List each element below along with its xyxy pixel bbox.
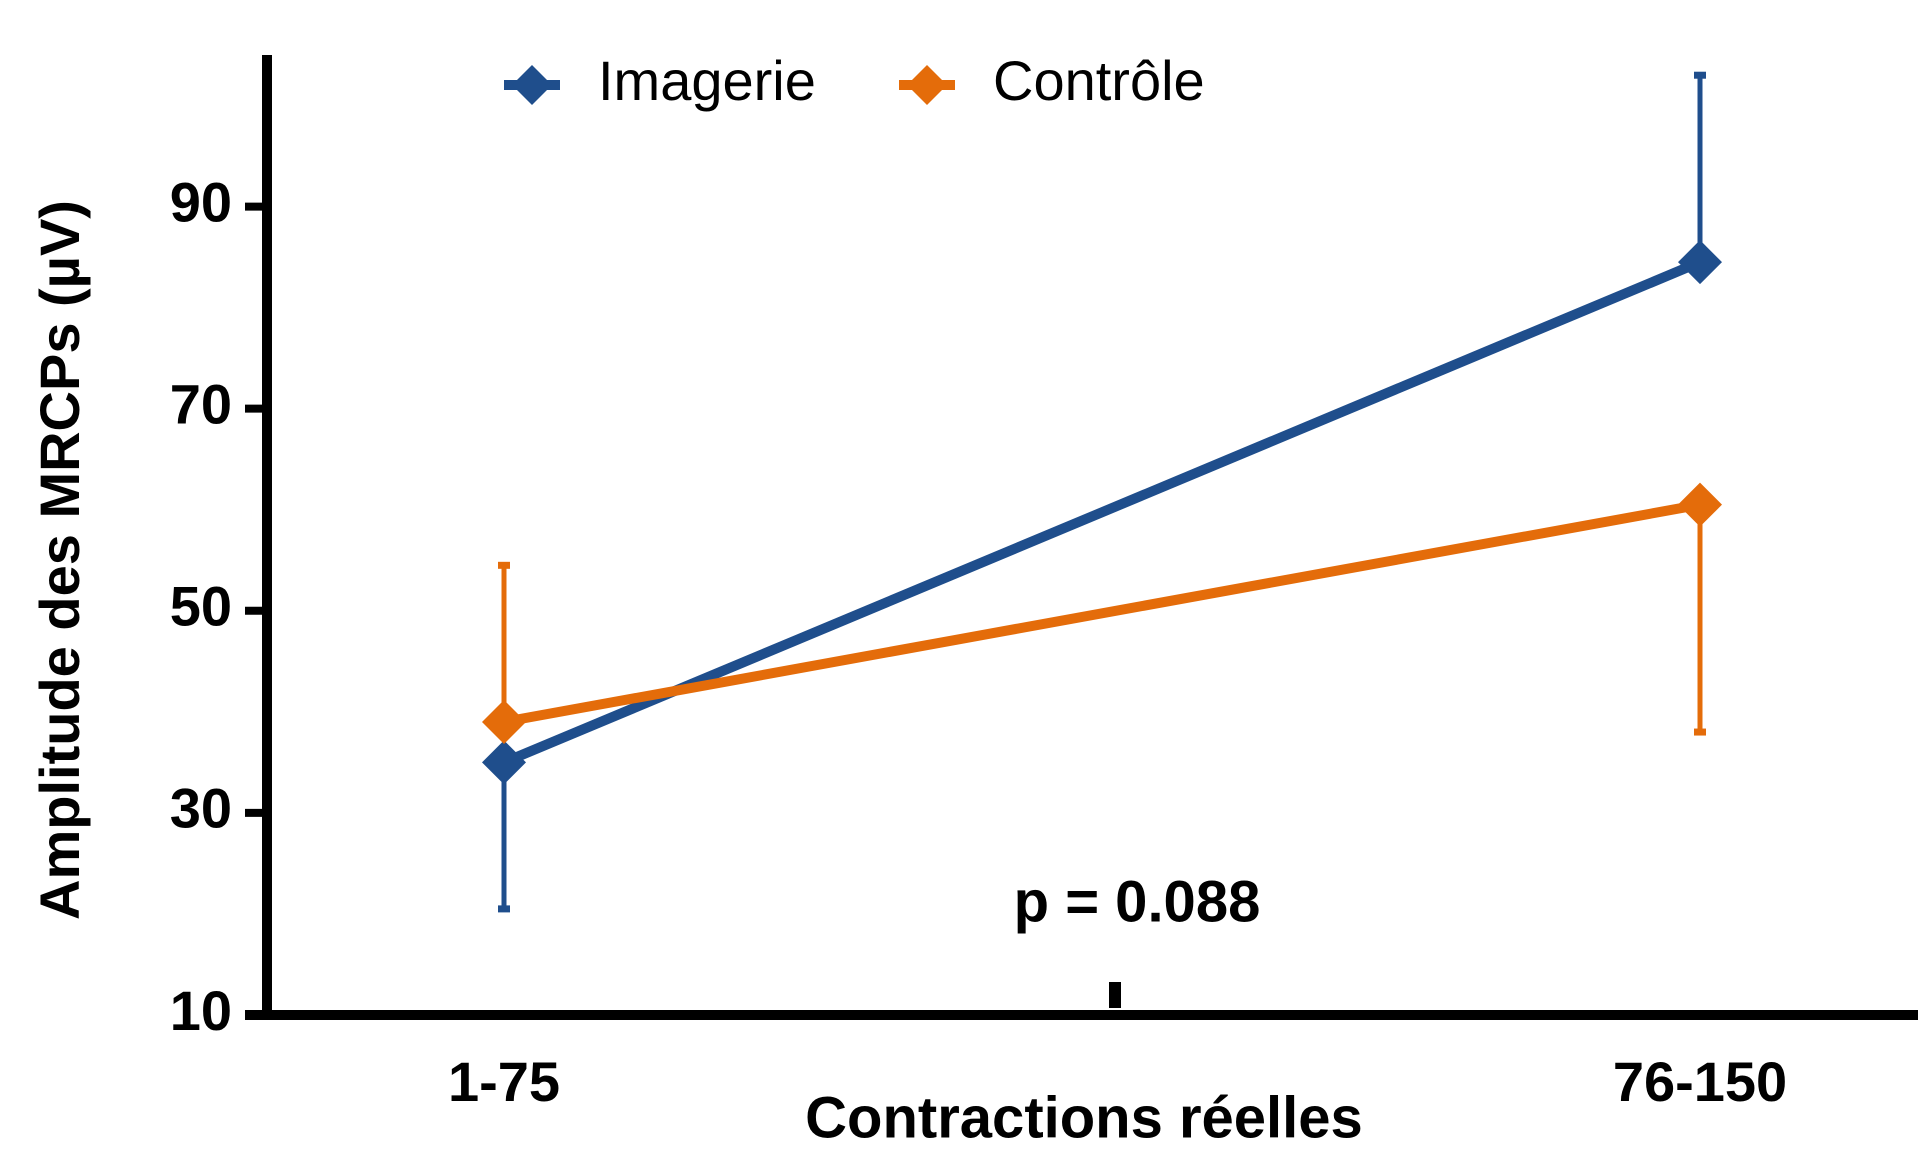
y-tick-label: 50 — [170, 575, 232, 638]
point-marker — [482, 740, 526, 785]
error-bar — [1694, 71, 1706, 263]
error-bar — [498, 762, 510, 913]
annotation: p = 0.088 — [1014, 869, 1261, 934]
x-axis-label: Contractions réelles — [805, 1085, 1363, 1150]
error-bar — [1694, 504, 1706, 736]
series-line — [502, 257, 1702, 767]
y-tick-label: 70 — [170, 372, 232, 435]
legend-marker — [512, 65, 552, 105]
legend-label: Imagerie — [598, 49, 816, 112]
legend-marker — [907, 65, 947, 105]
series-line — [503, 499, 1701, 727]
point-marker — [1678, 240, 1722, 285]
point-marker — [482, 699, 526, 744]
point-marker — [1678, 482, 1722, 527]
y-tick-label: 30 — [170, 777, 232, 840]
y-tick-label: 90 — [170, 170, 232, 233]
x-tick-label: 76-150 — [1613, 1050, 1787, 1113]
error-bar — [498, 561, 510, 722]
legend-label: Contrôle — [993, 49, 1205, 112]
y-tick-label: 10 — [170, 979, 232, 1042]
y-axis-label: Amplitude des MRCPs (µV) — [28, 200, 91, 920]
x-tick-label: 1-75 — [448, 1050, 560, 1113]
